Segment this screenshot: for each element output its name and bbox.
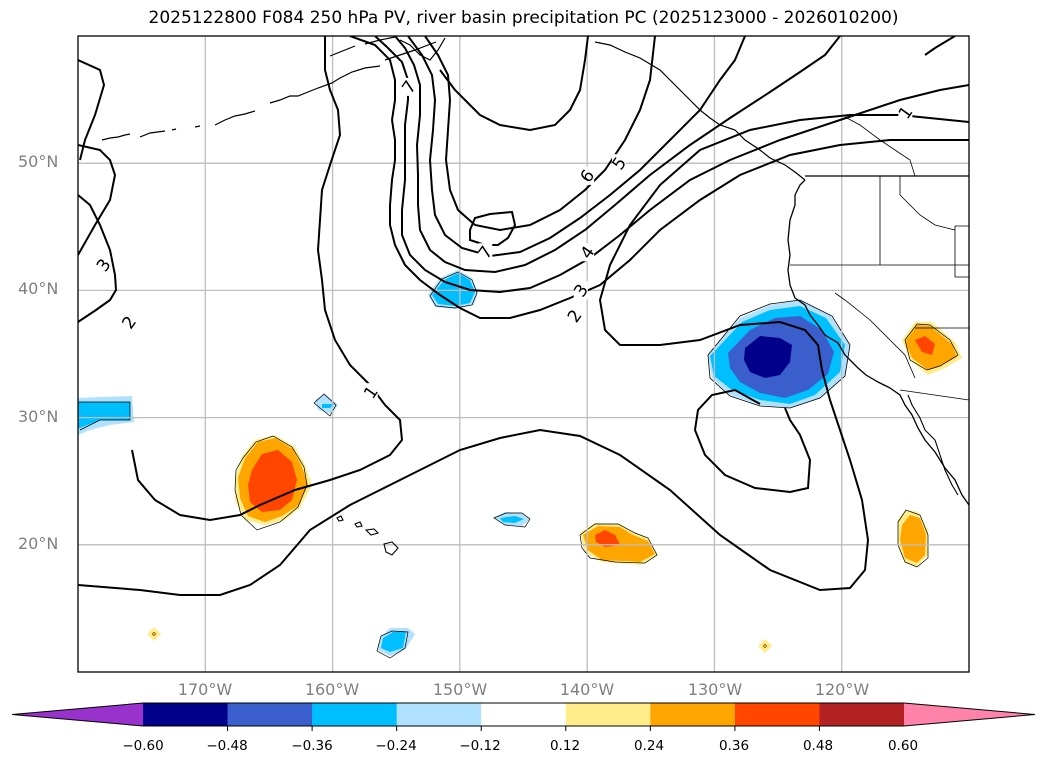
colorbar-tick-label: 0.12 bbox=[549, 738, 581, 754]
colorbar-segment bbox=[227, 703, 313, 726]
lat-tick-label: 50°N bbox=[18, 152, 59, 171]
anomaly-dot-1 bbox=[147, 627, 161, 641]
pv-contour-3 bbox=[374, 36, 969, 294]
contour-label-background bbox=[96, 255, 111, 274]
anomaly-us-west-coast bbox=[707, 299, 851, 409]
colorbar-segment bbox=[312, 703, 398, 726]
lon-tick-label: 120°W bbox=[814, 680, 870, 699]
colorbar-tick-label: 0.60 bbox=[887, 738, 919, 754]
colorbar-segment bbox=[734, 703, 820, 726]
pv-contour-2-northeast bbox=[924, 36, 956, 56]
coastlines bbox=[101, 36, 969, 556]
colorbar-tick-label: −0.12 bbox=[459, 738, 501, 754]
pv-contour-1-main bbox=[78, 114, 969, 596]
colorbar-tick-label: −0.24 bbox=[375, 738, 417, 754]
state-borders bbox=[790, 116, 969, 401]
lat-tick-label: 40°N bbox=[18, 279, 59, 298]
pv-contour-1-east-loop bbox=[693, 388, 812, 494]
anomaly-mexico bbox=[897, 509, 929, 568]
baja-california bbox=[907, 394, 959, 496]
contour-label-background bbox=[401, 77, 416, 96]
colorbar-tick-label: 0.36 bbox=[718, 738, 750, 754]
anomaly-small-negative-3 bbox=[376, 628, 415, 659]
pv-contour-1-west bbox=[78, 194, 118, 323]
colorbar-segment bbox=[819, 703, 905, 726]
colorbar bbox=[11, 702, 1036, 731]
colorbar-extend-max bbox=[904, 703, 1035, 726]
precip-anomaly-layer bbox=[78, 270, 962, 659]
pv-contour-3-west bbox=[78, 59, 106, 161]
pv-contour-4 bbox=[394, 36, 841, 274]
gridlines bbox=[78, 36, 969, 672]
anomaly-small-negative-1 bbox=[313, 393, 338, 417]
lat-tick-label: 30°N bbox=[18, 407, 59, 426]
lon-tick-label: 170°W bbox=[177, 680, 233, 699]
colorbar-segment bbox=[481, 703, 567, 726]
west-coast bbox=[787, 179, 969, 506]
aleutian-islands bbox=[101, 41, 437, 141]
lon-tick-label: 130°W bbox=[687, 680, 743, 699]
colorbar-tick-label: −0.60 bbox=[122, 738, 164, 754]
colorbar-segment bbox=[565, 703, 651, 726]
hawaii-islands bbox=[336, 515, 399, 556]
pv-contour-2-west bbox=[78, 144, 117, 256]
colorbar-tick-label: −0.36 bbox=[291, 738, 333, 754]
anomaly-central-pacific bbox=[234, 435, 312, 531]
colorbar-segment bbox=[396, 703, 482, 726]
pv-contour-2 bbox=[349, 36, 969, 319]
lon-tick-label: 150°W bbox=[432, 680, 488, 699]
anomaly-small-negative-2 bbox=[493, 512, 531, 528]
contour-label-background bbox=[611, 154, 626, 173]
map-title: 2025122800 F084 250 hPa PV, river basin … bbox=[148, 8, 899, 28]
colorbar-tick-label: −0.48 bbox=[206, 738, 248, 754]
anomaly-dot-2 bbox=[758, 639, 772, 653]
contour-label-background bbox=[478, 243, 493, 262]
lat-tick-label: 20°N bbox=[18, 534, 59, 553]
colorbar-segment bbox=[143, 703, 229, 726]
colorbar-segment bbox=[650, 703, 736, 726]
plot-frame bbox=[77, 35, 970, 673]
colorbar-extend-min bbox=[12, 703, 143, 726]
anomaly-west-edge bbox=[78, 396, 134, 435]
pv-contours bbox=[78, 36, 969, 596]
contour-label-background bbox=[580, 166, 595, 185]
lon-tick-label: 160°W bbox=[304, 680, 360, 699]
contour-label-background bbox=[580, 243, 595, 262]
contour-label-background bbox=[573, 281, 588, 300]
lon-tick-label: 140°W bbox=[559, 680, 615, 699]
pv-contour-5 bbox=[407, 36, 746, 258]
contour-label-background bbox=[121, 313, 136, 332]
contour-label-background bbox=[363, 383, 378, 402]
colorbar-tick-label: 0.24 bbox=[633, 738, 665, 754]
colorbar-outline bbox=[11, 702, 1036, 727]
contour-label-background bbox=[898, 103, 913, 122]
contour-label-background bbox=[567, 306, 582, 325]
colorbar-tick-label: 0.48 bbox=[802, 738, 834, 754]
anomaly-southwest-us bbox=[902, 322, 962, 375]
pv-contour-6 bbox=[424, 36, 656, 232]
pv-contour-7-north bbox=[439, 36, 589, 132]
pv-contour-7-closed bbox=[469, 210, 517, 246]
anomaly-east-pacific bbox=[579, 523, 658, 565]
